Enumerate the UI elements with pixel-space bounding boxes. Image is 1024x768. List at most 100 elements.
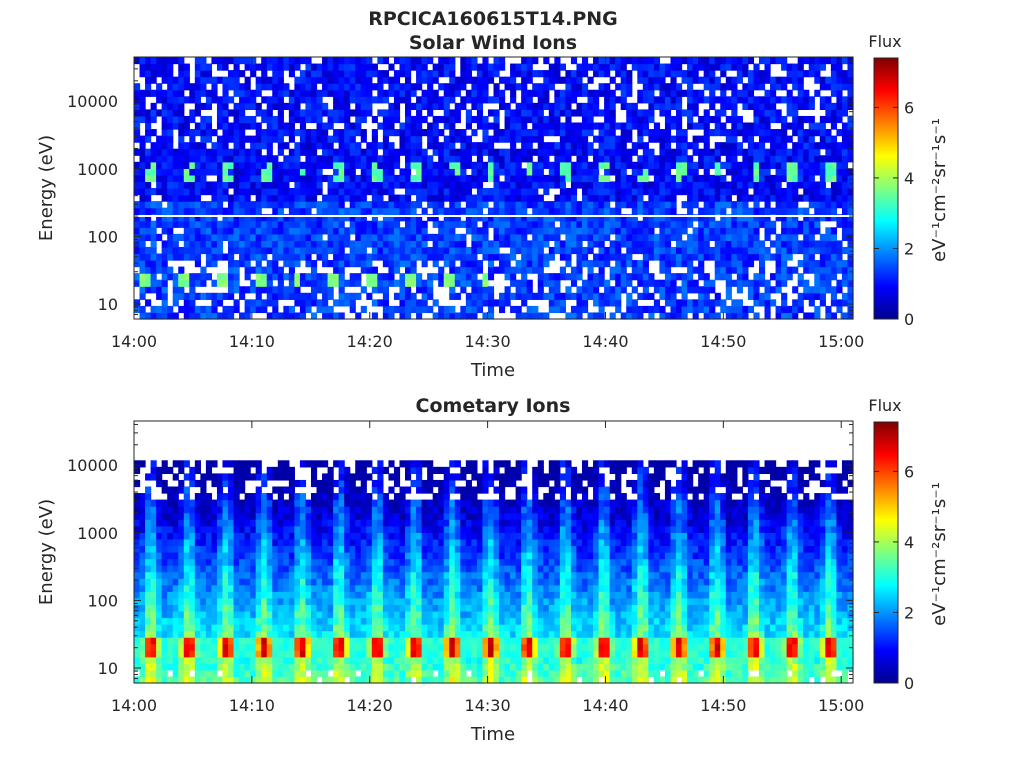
heatmap-cell — [487, 240, 495, 248]
heatmap-cell — [830, 214, 838, 222]
heatmap-cell — [410, 292, 417, 300]
heatmap-cell — [167, 246, 174, 255]
heatmap-cell — [747, 148, 755, 156]
heatmap-cell — [167, 240, 174, 248]
heatmap-cell — [499, 227, 506, 235]
heatmap-cell — [427, 109, 434, 117]
heatmap-cell — [720, 233, 727, 241]
heatmap-cell — [216, 473, 224, 481]
heatmap-cell — [388, 207, 395, 215]
heatmap-cell — [161, 279, 168, 287]
heatmap-cell — [687, 266, 694, 274]
heatmap-cell — [703, 168, 710, 176]
heatmap-cell — [156, 148, 163, 156]
heatmap-cell — [841, 174, 849, 183]
heatmap-cell — [720, 161, 727, 169]
heatmap-cell — [510, 115, 517, 124]
heatmap-cell — [194, 161, 201, 169]
heatmap-cell — [521, 194, 528, 202]
heatmap-cell — [239, 571, 246, 579]
heatmap-cell — [416, 227, 423, 235]
heatmap-cell — [200, 499, 207, 507]
heatmap-cell — [465, 312, 472, 320]
heatmap-cell — [670, 155, 677, 163]
heatmap-cell — [150, 656, 157, 664]
heatmap-cell — [664, 312, 672, 320]
heatmap-cell — [487, 207, 495, 215]
heatmap-cell — [565, 155, 572, 163]
heatmap-cell — [742, 273, 749, 281]
heatmap-cell — [725, 246, 732, 255]
heatmap-cell — [792, 102, 799, 110]
heatmap-cell — [775, 194, 782, 202]
heatmap-cell — [664, 188, 672, 196]
heatmap-cell — [664, 122, 672, 130]
heatmap-cell — [471, 273, 478, 281]
heatmap-cell — [676, 115, 683, 124]
heatmap-cell — [261, 220, 268, 228]
heatmap-cell — [427, 174, 434, 183]
heatmap-cell — [775, 142, 782, 150]
heatmap-cell — [797, 148, 804, 156]
heatmap-cell — [316, 70, 323, 78]
heatmap-cell — [305, 148, 312, 156]
heatmap-cell — [770, 299, 777, 307]
heatmap-cell — [277, 57, 284, 65]
heatmap-cell — [814, 129, 821, 137]
heatmap-cell — [515, 312, 522, 320]
heatmap-cell — [410, 188, 417, 196]
heatmap-cell — [631, 174, 638, 183]
heatmap-cell — [604, 194, 611, 202]
heatmap-cell — [576, 227, 583, 235]
heatmap-cell — [438, 83, 445, 91]
heatmap-cell — [139, 109, 146, 117]
heatmap-cell — [349, 214, 356, 222]
heatmap-cell — [405, 63, 412, 71]
heatmap-cell — [216, 545, 224, 553]
heatmap-cell — [781, 299, 788, 307]
heatmap-cell — [355, 155, 362, 163]
heatmap-cell — [189, 220, 196, 228]
heatmap-cell — [449, 214, 456, 222]
heatmap-cell — [266, 273, 273, 281]
heatmap-cell — [427, 89, 434, 97]
heatmap-cell — [305, 292, 312, 300]
heatmap-cell — [299, 233, 307, 241]
heatmap-cell — [183, 571, 190, 579]
heatmap-cell — [216, 76, 224, 84]
heatmap-cell — [664, 96, 672, 104]
heatmap-cell — [410, 260, 417, 268]
heatmap-cell — [692, 89, 699, 97]
heatmap-cell — [244, 240, 251, 248]
heatmap-cell — [676, 214, 683, 222]
heatmap-cell — [714, 246, 721, 255]
heatmap-cell — [255, 246, 262, 255]
heatmap-cell — [427, 233, 434, 241]
heatmap-cell — [305, 83, 312, 91]
heatmap-cell — [720, 148, 727, 156]
heatmap-cell — [283, 57, 290, 65]
heatmap-cell — [604, 207, 611, 215]
heatmap-cell — [211, 233, 218, 241]
heatmap-cell — [266, 174, 273, 183]
heatmap-cell — [255, 279, 262, 287]
heatmap-cell — [205, 227, 213, 235]
heatmap-cell — [360, 201, 367, 209]
heatmap-cell — [692, 109, 699, 117]
heatmap-cell — [521, 96, 528, 104]
heatmap-cell — [416, 122, 423, 130]
heatmap-cell — [139, 538, 146, 547]
heatmap-cell — [482, 70, 489, 78]
heatmap-cell — [510, 109, 517, 117]
heatmap-cell — [797, 129, 804, 137]
heatmap-cell — [393, 109, 401, 117]
heatmap-cell — [205, 656, 213, 664]
heatmap-cell — [504, 102, 511, 110]
heatmap-cell — [200, 486, 207, 494]
heatmap-cell — [487, 312, 495, 320]
heatmap-cell — [272, 181, 279, 189]
heatmap-cell — [620, 57, 627, 65]
heatmap-cell — [178, 142, 185, 150]
heatmap-cell — [172, 102, 179, 110]
heatmap-cell — [145, 161, 152, 169]
